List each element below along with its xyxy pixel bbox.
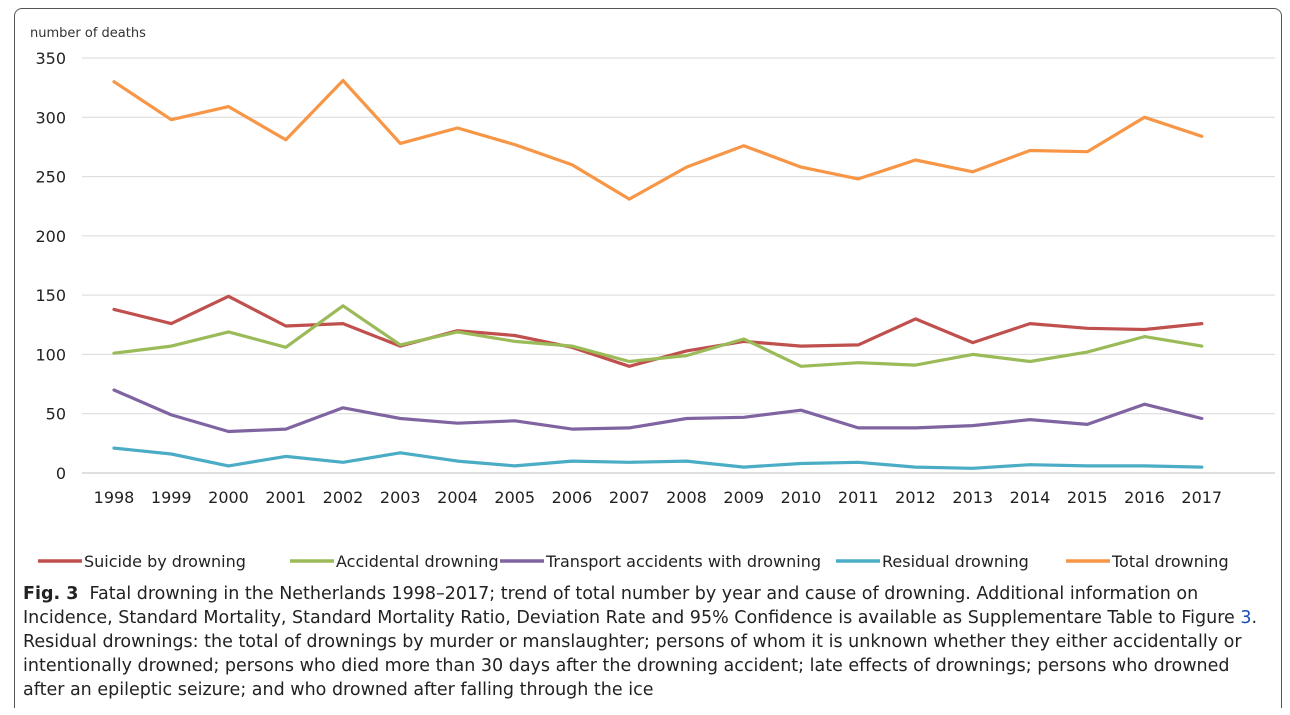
x-tick-label: 2016 xyxy=(1124,488,1165,507)
series-line xyxy=(112,388,1204,434)
series-line xyxy=(112,304,1204,368)
x-tick-label: 2008 xyxy=(666,488,707,507)
grid-lines xyxy=(82,57,1275,474)
x-tick-label: 2011 xyxy=(838,488,879,507)
x-ticks: 1998 1999 2000 2001 2002 2003 2004 2005 2006 2007… xyxy=(94,488,1222,507)
x-tick-label: 1998 xyxy=(94,488,135,507)
y-axis-label: number of deaths xyxy=(30,26,146,41)
series-line xyxy=(112,78,1204,201)
caption-text-end: . Residual drownings: the total of drown… xyxy=(23,608,1258,700)
table-link[interactable]: 3 xyxy=(1240,608,1252,628)
x-tick-label: 1999 xyxy=(151,488,192,507)
figure-frame-edge xyxy=(14,500,15,708)
x-tick-label: 2013 xyxy=(952,488,993,507)
x-tick-label: 2007 xyxy=(609,488,650,507)
y-tick-label: 250 xyxy=(35,168,66,187)
x-tick-label: 2009 xyxy=(723,488,764,507)
x-tick-label: 2015 xyxy=(1067,488,1108,507)
legend-row: Suicide by drowning Accidental drowning Tr… xyxy=(38,552,1229,571)
x-tick-label: 2000 xyxy=(208,488,249,507)
x-tick-label: 2002 xyxy=(323,488,364,507)
x-tick-label: 2010 xyxy=(781,488,822,507)
figure-caption: Fig. 3 Fatal drowning in the Netherlands… xyxy=(23,582,1273,702)
y-tick-label: 50 xyxy=(46,405,66,424)
series-lines xyxy=(112,78,1204,470)
x-tick-label: 2001 xyxy=(265,488,306,507)
series-line xyxy=(112,294,1204,368)
y-tick-label: 350 xyxy=(35,49,66,68)
x-tick-label: 2006 xyxy=(552,488,593,507)
figure-frame xyxy=(14,8,1282,708)
y-tick-label: 150 xyxy=(35,286,66,305)
y-ticks: 0 50 100 150 200 250 300 350 xyxy=(35,49,66,483)
legend-entry: Transport accidents with drowning xyxy=(545,552,821,571)
x-tick-label: 2003 xyxy=(380,488,421,507)
legend-entry: Residual drowning xyxy=(882,552,1029,571)
line-chart: number of deaths 0 50 100 150 200 250 300 350 1… xyxy=(30,26,1275,507)
x-tick-label: 2004 xyxy=(437,488,478,507)
y-tick-label: 0 xyxy=(56,464,66,483)
series-line xyxy=(112,446,1204,470)
figure-label: Fig. 3 xyxy=(23,584,79,604)
caption-text: Fatal drowning in the Netherlands 1998–2… xyxy=(23,584,1241,628)
x-tick-label: 2017 xyxy=(1181,488,1222,507)
y-tick-label: 200 xyxy=(35,227,66,246)
y-tick-label: 300 xyxy=(35,108,66,127)
legend-entry: Total drowning xyxy=(1111,552,1229,571)
legend-entry: Suicide by drowning xyxy=(84,552,246,571)
x-tick-label: 2012 xyxy=(895,488,936,507)
legend-entry: Accidental drowning xyxy=(336,552,499,571)
x-tick-label: 2014 xyxy=(1010,488,1051,507)
x-tick-label: 2005 xyxy=(494,488,535,507)
y-tick-label: 100 xyxy=(35,345,66,364)
